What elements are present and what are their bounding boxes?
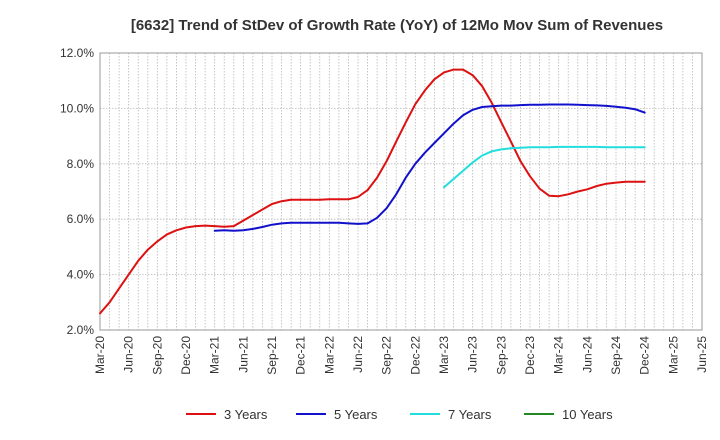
legend-label: 10 Years [562, 407, 613, 422]
legend-label: 5 Years [334, 407, 378, 422]
y-tick-label: 2.0% [67, 323, 95, 337]
series-line-7-years [443, 145, 646, 189]
x-tick-label: Dec-21 [294, 336, 308, 375]
x-tick-label: Mar-25 [666, 336, 680, 374]
x-tick-label: Jun-25 [695, 336, 709, 373]
y-tick-label: 10.0% [60, 101, 94, 115]
series-line-5-years [213, 103, 646, 232]
x-tick-label: Dec-22 [408, 336, 422, 375]
series-group [99, 68, 646, 315]
x-tick-label: Jun-21 [236, 336, 250, 373]
y-tick-label: 8.0% [67, 157, 95, 171]
x-tick-label: Mar-22 [322, 336, 336, 374]
x-tick-label: Jun-23 [466, 336, 480, 373]
x-tick-label: Mar-24 [552, 336, 566, 374]
x-tick-label: Sep-20 [150, 336, 164, 375]
x-tick-label: Jun-20 [122, 336, 136, 373]
x-tick-label: Sep-21 [265, 336, 279, 375]
x-tick-label: Mar-21 [208, 336, 222, 374]
x-tick-label: Jun-24 [580, 336, 594, 373]
chart-title: [6632] Trend of StDev of Growth Rate (Yo… [131, 17, 663, 34]
legend-label: 7 Years [448, 407, 492, 422]
x-tick-label: Jun-22 [351, 336, 365, 373]
x-tick-label: Sep-23 [494, 336, 508, 375]
y-tick-label: 6.0% [67, 212, 95, 226]
x-tick-label: Dec-24 [638, 336, 652, 375]
y-tick-label: 12.0% [60, 46, 94, 60]
x-tick-label: Sep-22 [380, 336, 394, 375]
series-line-3-years [99, 68, 646, 315]
x-tick-label: Sep-24 [609, 336, 623, 375]
plot-frame [99, 52, 703, 331]
y-tick-label: 4.0% [67, 268, 95, 282]
x-tick-label: Dec-23 [523, 336, 537, 375]
grid [100, 53, 702, 330]
x-tick-label: Dec-20 [179, 336, 193, 375]
x-tick-label: Mar-23 [437, 336, 451, 374]
legend: 3 Years 5 Years 7 Years 10 Years [186, 407, 613, 422]
x-axis: Mar-20 Jun-20 Sep-20 Dec-20 Mar-21 Jun-21 Sep-… [93, 336, 709, 375]
legend-label: 3 Years [224, 407, 268, 422]
y-axis: 2.0% 4.0% 6.0% 8.0% 10.0% 12.0% [60, 46, 94, 337]
x-tick-label: Mar-20 [93, 336, 107, 374]
